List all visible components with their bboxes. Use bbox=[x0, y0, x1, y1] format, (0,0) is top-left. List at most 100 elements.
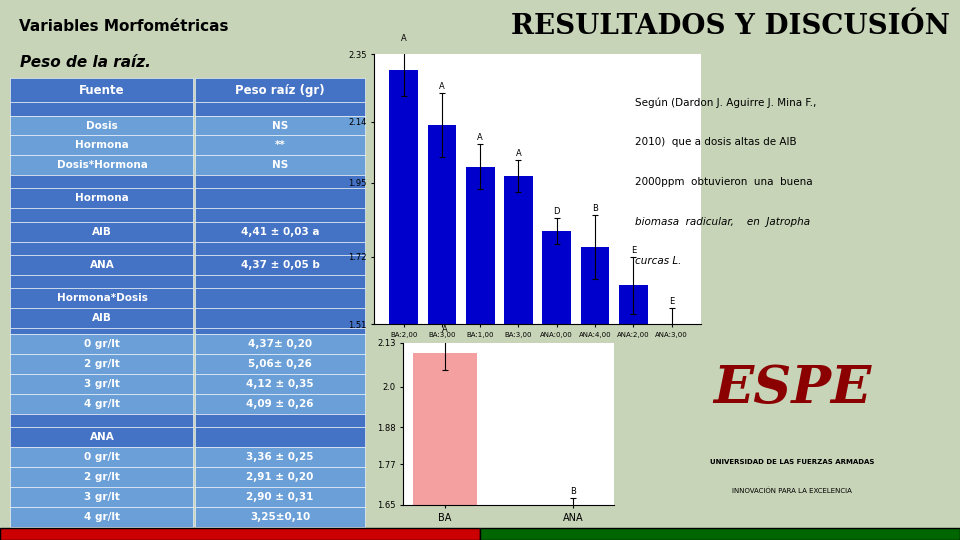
Text: 2 gr/lt: 2 gr/lt bbox=[84, 472, 120, 482]
X-axis label: hormona: hormona bbox=[487, 528, 531, 538]
Text: 2,90 ± 0,31: 2,90 ± 0,31 bbox=[247, 492, 314, 502]
FancyBboxPatch shape bbox=[195, 136, 365, 156]
Text: 4,12 ± 0,35: 4,12 ± 0,35 bbox=[246, 379, 314, 389]
FancyBboxPatch shape bbox=[195, 414, 365, 427]
FancyBboxPatch shape bbox=[10, 102, 193, 116]
Text: D: D bbox=[554, 207, 560, 217]
FancyBboxPatch shape bbox=[195, 208, 365, 221]
Text: 4 gr/lt: 4 gr/lt bbox=[84, 399, 120, 409]
Text: 5,06± 0,26: 5,06± 0,26 bbox=[248, 359, 312, 369]
Text: A: A bbox=[477, 133, 483, 143]
Text: Hormona: Hormona bbox=[75, 140, 129, 151]
Text: Peso raíz (gr): Peso raíz (gr) bbox=[235, 84, 324, 97]
Text: Según (Dardon J. Aguirre J. Mina F.,: Según (Dardon J. Aguirre J. Mina F., bbox=[636, 98, 817, 108]
FancyBboxPatch shape bbox=[195, 116, 365, 136]
FancyBboxPatch shape bbox=[10, 176, 193, 188]
Bar bbox=[427, 125, 456, 540]
Text: 2000ppm  obtuvieron  una  buena: 2000ppm obtuvieron una buena bbox=[636, 177, 813, 187]
FancyBboxPatch shape bbox=[195, 221, 365, 241]
Text: Hormona: Hormona bbox=[75, 193, 129, 204]
Bar bbox=[542, 231, 571, 540]
Text: AIB: AIB bbox=[92, 313, 112, 323]
Text: 3 gr/lt: 3 gr/lt bbox=[84, 379, 120, 389]
Text: UNIVERSIDAD DE LAS FUERZAS ARMADAS: UNIVERSIDAD DE LAS FUERZAS ARMADAS bbox=[709, 460, 875, 465]
FancyBboxPatch shape bbox=[10, 78, 193, 102]
Text: 4,37± 0,20: 4,37± 0,20 bbox=[248, 339, 312, 349]
Text: INNOVACIÓN PARA LA EXCELENCIA: INNOVACIÓN PARA LA EXCELENCIA bbox=[732, 487, 852, 494]
FancyBboxPatch shape bbox=[480, 528, 960, 540]
FancyBboxPatch shape bbox=[195, 78, 365, 102]
Bar bbox=[413, 353, 477, 540]
Text: ANA: ANA bbox=[89, 260, 114, 269]
FancyBboxPatch shape bbox=[195, 255, 365, 275]
FancyBboxPatch shape bbox=[10, 275, 193, 288]
Bar bbox=[581, 247, 610, 540]
Text: Dosis: Dosis bbox=[86, 120, 118, 131]
Text: 4,41 ± 0,03 a: 4,41 ± 0,03 a bbox=[241, 227, 320, 237]
FancyBboxPatch shape bbox=[195, 394, 365, 414]
X-axis label: hormona*Dosis: hormona*Dosis bbox=[500, 343, 575, 353]
Text: Dosis*Hormona: Dosis*Hormona bbox=[57, 160, 148, 170]
FancyBboxPatch shape bbox=[10, 427, 193, 447]
Text: 2,91 ± 0,20: 2,91 ± 0,20 bbox=[247, 472, 314, 482]
FancyBboxPatch shape bbox=[10, 414, 193, 427]
Text: 0 gr/lt: 0 gr/lt bbox=[84, 339, 120, 349]
Text: 3,25±0,10: 3,25±0,10 bbox=[250, 511, 310, 522]
FancyBboxPatch shape bbox=[10, 487, 193, 507]
Text: 3 gr/lt: 3 gr/lt bbox=[84, 492, 120, 502]
FancyBboxPatch shape bbox=[10, 328, 193, 334]
Text: ESPE: ESPE bbox=[713, 363, 871, 414]
Text: A: A bbox=[400, 34, 406, 43]
FancyBboxPatch shape bbox=[195, 328, 365, 334]
FancyBboxPatch shape bbox=[10, 374, 193, 394]
Text: NS: NS bbox=[272, 160, 288, 170]
Text: A: A bbox=[439, 82, 444, 91]
FancyBboxPatch shape bbox=[10, 354, 193, 374]
Text: RESULTADOS Y DISCUSIÓN: RESULTADOS Y DISCUSIÓN bbox=[512, 13, 950, 40]
Text: **: ** bbox=[275, 140, 285, 151]
Text: E: E bbox=[631, 246, 636, 255]
FancyBboxPatch shape bbox=[10, 241, 193, 255]
FancyBboxPatch shape bbox=[195, 334, 365, 354]
Text: 3,36 ± 0,25: 3,36 ± 0,25 bbox=[247, 452, 314, 462]
FancyBboxPatch shape bbox=[10, 136, 193, 156]
FancyBboxPatch shape bbox=[10, 255, 193, 275]
FancyBboxPatch shape bbox=[10, 507, 193, 526]
FancyBboxPatch shape bbox=[10, 467, 193, 487]
FancyBboxPatch shape bbox=[10, 288, 193, 308]
FancyBboxPatch shape bbox=[10, 308, 193, 328]
Text: 2010)  que a dosis altas de AIB: 2010) que a dosis altas de AIB bbox=[636, 138, 797, 147]
FancyBboxPatch shape bbox=[10, 208, 193, 221]
Text: Variables Morfométricas: Variables Morfométricas bbox=[19, 19, 228, 34]
Bar bbox=[540, 505, 605, 540]
FancyBboxPatch shape bbox=[10, 447, 193, 467]
FancyBboxPatch shape bbox=[195, 102, 365, 116]
Bar bbox=[389, 70, 418, 540]
Text: 4,37 ± 0,05 b: 4,37 ± 0,05 b bbox=[241, 260, 320, 269]
Text: A: A bbox=[442, 326, 447, 334]
FancyBboxPatch shape bbox=[10, 394, 193, 414]
Text: Peso de la raíz.: Peso de la raíz. bbox=[20, 55, 151, 70]
Bar bbox=[658, 324, 686, 540]
FancyBboxPatch shape bbox=[195, 156, 365, 176]
FancyBboxPatch shape bbox=[195, 176, 365, 188]
FancyBboxPatch shape bbox=[10, 221, 193, 241]
Text: curcas L.: curcas L. bbox=[636, 256, 682, 267]
Bar bbox=[466, 166, 494, 540]
FancyBboxPatch shape bbox=[195, 374, 365, 394]
Text: AIB: AIB bbox=[92, 227, 112, 237]
FancyBboxPatch shape bbox=[10, 334, 193, 354]
FancyBboxPatch shape bbox=[195, 487, 365, 507]
FancyBboxPatch shape bbox=[195, 447, 365, 467]
FancyBboxPatch shape bbox=[195, 354, 365, 374]
Text: E: E bbox=[669, 298, 674, 306]
Text: 0 gr/lt: 0 gr/lt bbox=[84, 452, 120, 462]
FancyBboxPatch shape bbox=[10, 116, 193, 136]
Text: B: B bbox=[592, 204, 598, 213]
FancyBboxPatch shape bbox=[195, 241, 365, 255]
FancyBboxPatch shape bbox=[195, 467, 365, 487]
FancyBboxPatch shape bbox=[10, 188, 193, 208]
FancyBboxPatch shape bbox=[195, 507, 365, 526]
Text: B: B bbox=[570, 488, 576, 496]
Text: ANA: ANA bbox=[89, 432, 114, 442]
